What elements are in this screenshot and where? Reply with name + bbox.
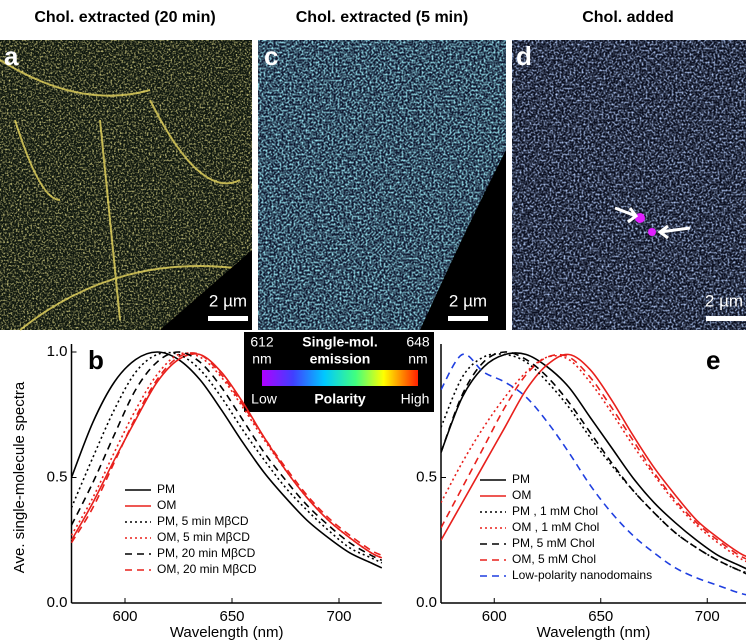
series-line (441, 353, 746, 558)
x-tick-label: 650 (219, 608, 244, 625)
plot-lines (71, 351, 383, 569)
panel-letter: e (706, 345, 720, 375)
legend-label: PM (157, 482, 175, 496)
image-a (0, 40, 252, 331)
x-axis-label: Wavelength (nm) (537, 624, 651, 641)
legend-label: OM , 1 mM Chol (512, 520, 599, 534)
colorbar-text: 648 (406, 334, 430, 350)
series-line (71, 351, 383, 562)
y-tick-label: 0.5 (416, 468, 437, 485)
colorbar-text: 612 (250, 334, 274, 350)
legend-label: OM, 20 min MβCD (157, 562, 257, 576)
colorbar: 612 nm Single-mol. emission 648 nm Low P… (244, 332, 434, 412)
series-line (71, 352, 383, 559)
scale-bar-label: 2 µm (449, 291, 487, 310)
legend-label: PM , 1 mM Chol (512, 504, 598, 518)
legend-label: PM, 5 min MβCD (157, 514, 249, 528)
scale-bar (706, 316, 746, 321)
series-line (441, 351, 746, 575)
chart: 600 650 700 0.0 0.5 1.0 Wavelength (nm) Ave. si… (11, 343, 383, 641)
colorbar-text: Polarity (314, 391, 366, 407)
panel-title: Chol. extracted (20 min) (34, 9, 215, 26)
panel-letter: b (88, 345, 104, 375)
x-tick-label: 600 (112, 608, 137, 625)
panel-letter: a (4, 41, 19, 71)
legend-label: OM (512, 488, 531, 502)
series-line (441, 354, 746, 563)
series-line (71, 351, 383, 564)
y-axis-label: Ave. single-molecule spectra (11, 381, 28, 573)
y-tick-label: 0.0 (416, 594, 437, 611)
scale-bar-label: 2 µm (209, 291, 247, 310)
panel-title: Chol. extracted (5 min) (296, 9, 468, 26)
x-tick-label: 700 (326, 608, 351, 625)
image-d (512, 40, 746, 330)
legend-label: Low-polarity nanodomains (512, 568, 652, 582)
legend-label: OM, 5 mM Chol (512, 552, 596, 566)
x-tick-label: 700 (695, 608, 720, 625)
scale-bar (208, 316, 248, 321)
colorbar-text: nm (408, 351, 427, 367)
y-tick-label: 1.0 (47, 343, 68, 360)
colorbar-text: Single-mol. (302, 334, 377, 350)
legend-label: PM, 20 min MβCD (157, 546, 256, 560)
x-tick-label: 600 (482, 608, 507, 625)
legend-label: PM (512, 472, 530, 486)
scale-bar-label: 2 µm (705, 291, 743, 310)
series-line (71, 352, 383, 557)
legend-label: OM, 5 min MβCD (157, 530, 250, 544)
colorbar-text: emission (310, 351, 371, 367)
chart: 600 650 700 0.0 0.5 Wavelength (nm) e PM OM PM , … (416, 344, 746, 641)
panel-title: Chol. added (582, 9, 674, 26)
series-line (441, 353, 746, 560)
x-axis-label: Wavelength (nm) (170, 624, 284, 641)
y-tick-label: 0.0 (47, 594, 68, 611)
series-line (71, 351, 383, 569)
panel-letter: d (516, 41, 532, 71)
scale-bar (448, 316, 488, 321)
series-line (441, 353, 746, 596)
panel-letter: c (264, 41, 278, 71)
legend-label: PM, 5 mM Chol (512, 536, 595, 550)
colorbar-text: nm (252, 351, 271, 367)
series-line (441, 352, 746, 570)
y-tick-label: 0.5 (47, 468, 68, 485)
x-tick-label: 650 (588, 608, 613, 625)
image-c (258, 40, 506, 330)
legend-label: OM (157, 498, 176, 512)
plot-lines (441, 351, 746, 596)
colorbar-text: Low (251, 391, 278, 407)
colorbar-text: High (401, 391, 430, 407)
